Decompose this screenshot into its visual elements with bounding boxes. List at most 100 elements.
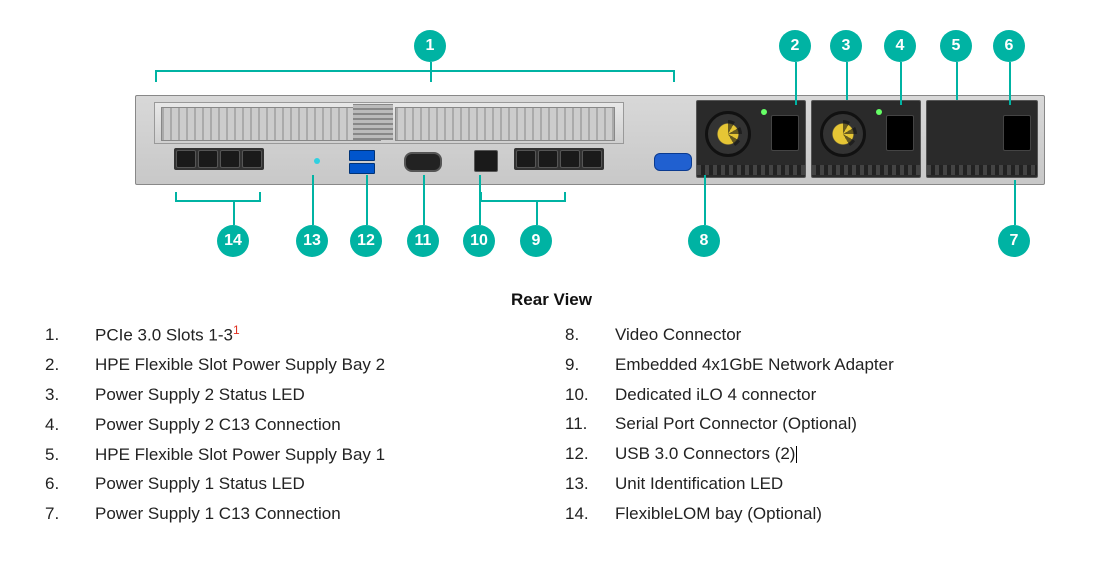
bracket-bottom-14: [175, 192, 261, 202]
callout-badge-8: 8: [688, 225, 720, 257]
legend-number: 10.: [565, 380, 615, 410]
legend-text: Unit Identification LED: [615, 469, 1045, 499]
psu1-status-led: [876, 109, 882, 115]
legend-number: 3.: [45, 380, 95, 410]
video-connector: [654, 153, 692, 171]
legend-text: Serial Port Connector (Optional): [615, 409, 1045, 439]
legend-row: 2.HPE Flexible Slot Power Supply Bay 2: [45, 350, 525, 380]
serial-port: [404, 152, 442, 172]
legend-number: 12.: [565, 439, 615, 469]
legend-number: 14.: [565, 499, 615, 529]
leader-line: [704, 175, 706, 225]
callout-badge-9: 9: [520, 225, 552, 257]
legend-column-left: 1.PCIe 3.0 Slots 1-312.HPE Flexible Slot…: [45, 320, 525, 529]
legend-row: 13.Unit Identification LED: [565, 469, 1045, 499]
legend-text: USB 3.0 Connectors (2): [615, 439, 1045, 469]
port-row: [154, 148, 704, 178]
legend-number: 9.: [565, 350, 615, 380]
legend-row: 11.Serial Port Connector (Optional): [565, 409, 1045, 439]
pcie-slot: [161, 107, 381, 141]
legend-number: 7.: [45, 499, 95, 529]
leader-line: [846, 62, 848, 100]
psu-bay-1: [811, 100, 921, 178]
callout-badge-5: 5: [940, 30, 972, 62]
text-cursor: [796, 446, 797, 463]
legend-column-right: 8.Video Connector9.Embedded 4x1GbE Netwo…: [565, 320, 1045, 528]
legend-text: Embedded 4x1GbE Network Adapter: [615, 350, 1045, 380]
legend-number: 11.: [565, 409, 615, 439]
legend-row: 6.Power Supply 1 Status LED: [45, 469, 525, 499]
legend-text: Power Supply 2 Status LED: [95, 380, 525, 410]
pcie-slot: [395, 107, 615, 141]
legend-number: 2.: [45, 350, 95, 380]
diagram-area: 1234561413121110987: [0, 0, 1103, 260]
psu2-c13: [771, 115, 799, 151]
callout-badge-6: 6: [993, 30, 1025, 62]
leader-line: [423, 175, 425, 225]
legend-row: 3.Power Supply 2 Status LED: [45, 380, 525, 410]
psu-blank: [926, 100, 1038, 178]
legend-row: 14.FlexibleLOM bay (Optional): [565, 499, 1045, 529]
leader-line: [233, 202, 235, 225]
legend-number: 5.: [45, 440, 95, 470]
psu-bay-2: [696, 100, 806, 178]
legend-number: 4.: [45, 410, 95, 440]
leader-line: [1009, 62, 1011, 105]
legend-row: 1.PCIe 3.0 Slots 1-31: [45, 320, 525, 350]
callout-badge-13: 13: [296, 225, 328, 257]
legend-row: 7.Power Supply 1 C13 Connection: [45, 499, 525, 529]
legend-text: Power Supply 1 C13 Connection: [95, 499, 525, 529]
callout-badge-7: 7: [998, 225, 1030, 257]
bracket-bottom-9: [480, 192, 566, 202]
callout-badge-10: 10: [463, 225, 495, 257]
legend-text: Power Supply 2 C13 Connection: [95, 410, 525, 440]
leader-line: [536, 202, 538, 225]
legend-row: 4.Power Supply 2 C13 Connection: [45, 410, 525, 440]
legend-text: PCIe 3.0 Slots 1-31: [95, 320, 525, 350]
leader-line: [795, 62, 797, 105]
flexlom-ports: [174, 148, 264, 170]
legend-number: 6.: [45, 469, 95, 499]
leader-line: [430, 62, 432, 82]
legend-text: HPE Flexible Slot Power Supply Bay 2: [95, 350, 525, 380]
bracket-top-1: [155, 70, 675, 82]
uid-led: [314, 158, 320, 164]
leader-line: [366, 175, 368, 225]
leader-line: [312, 175, 314, 225]
leader-line: [1014, 180, 1016, 225]
legend-row: 9.Embedded 4x1GbE Network Adapter: [565, 350, 1045, 380]
legend-text: HPE Flexible Slot Power Supply Bay 1: [95, 440, 525, 470]
callout-badge-2: 2: [779, 30, 811, 62]
embedded-nic-ports: [514, 148, 604, 170]
callout-badge-11: 11: [407, 225, 439, 257]
leader-line: [479, 175, 481, 225]
legend-text: Video Connector: [615, 320, 1045, 350]
psu1-c13: [886, 115, 914, 151]
callout-badge-1: 1: [414, 30, 446, 62]
legend-superscript: 1: [233, 323, 240, 337]
vent-grille: [353, 104, 393, 140]
psu2-fan: [705, 111, 751, 157]
psu1-fan: [820, 111, 866, 157]
legend-text: FlexibleLOM bay (Optional): [615, 499, 1045, 529]
callout-badge-4: 4: [884, 30, 916, 62]
diagram-title: Rear View: [0, 290, 1103, 310]
legend-text: Power Supply 1 Status LED: [95, 469, 525, 499]
callout-badge-14: 14: [217, 225, 249, 257]
legend-row: 10.Dedicated iLO 4 connector: [565, 380, 1045, 410]
legend-row: 12.USB 3.0 Connectors (2): [565, 439, 1045, 469]
callout-badge-12: 12: [350, 225, 382, 257]
psu2-status-led: [761, 109, 767, 115]
ilo-port: [474, 150, 498, 172]
legend-row: 5.HPE Flexible Slot Power Supply Bay 1: [45, 440, 525, 470]
legend-text: Dedicated iLO 4 connector: [615, 380, 1045, 410]
usb-connectors: [349, 150, 375, 174]
legend-number: 13.: [565, 469, 615, 499]
callout-badge-3: 3: [830, 30, 862, 62]
legend-number: 1.: [45, 320, 95, 350]
leader-line: [956, 62, 958, 100]
legend-number: 8.: [565, 320, 615, 350]
server-chassis: [135, 95, 1045, 185]
legend-row: 8.Video Connector: [565, 320, 1045, 350]
leader-line: [900, 62, 902, 105]
